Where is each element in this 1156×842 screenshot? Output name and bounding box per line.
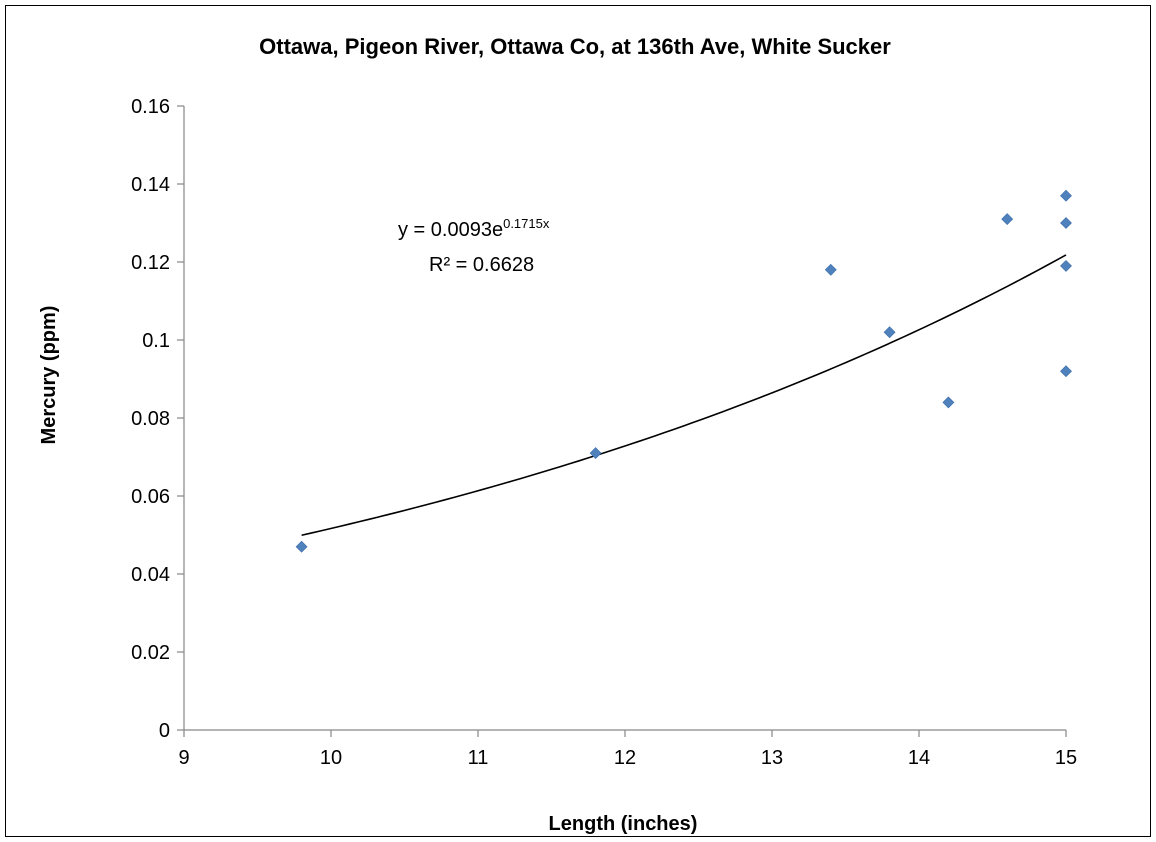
y-tick-label: 0.14 [131, 174, 170, 196]
data-point [1060, 217, 1072, 229]
y-tick-label: 0 [159, 720, 170, 742]
y-axis-title: Mercury (ppm) [38, 306, 60, 445]
equation-base: y = 0.0093e [398, 219, 503, 241]
chart-frame [5, 5, 1151, 837]
x-tick-label: 14 [908, 747, 930, 769]
x-tick-label: 10 [320, 747, 342, 769]
data-point [1001, 213, 1014, 226]
trendline [301, 254, 1067, 537]
y-tick-label: 0.08 [131, 408, 170, 430]
trendline-equation: y = 0.0093e0.1715x [398, 216, 550, 241]
chart-title: Ottawa, Pigeon River, Ottawa Co, at 136t… [259, 34, 891, 59]
x-tick-label: 15 [1055, 747, 1077, 769]
axes [183, 106, 1066, 731]
y-tick-label: 0.1 [142, 330, 170, 352]
x-tick-label: 13 [761, 747, 783, 769]
y-tick-label: 0.04 [131, 564, 170, 586]
y-tick-label: 0.02 [131, 642, 170, 664]
data-points [295, 189, 1072, 553]
y-tick-label: 0.06 [131, 486, 170, 508]
r-squared-label: R² = 0.6628 [429, 254, 534, 276]
data-point [295, 540, 308, 553]
data-point [883, 326, 896, 339]
x-tick-label: 11 [468, 747, 489, 769]
x-axis-title: Length (inches) [549, 813, 698, 835]
x-tick-label: 9 [178, 747, 189, 769]
data-point [942, 396, 955, 409]
y-tick-label: 0.16 [131, 96, 170, 118]
equation-exponent: 0.1715x [503, 216, 550, 231]
x-tick-label: 12 [614, 747, 636, 769]
y-tick-label: 0.12 [131, 252, 170, 274]
data-point [1060, 365, 1072, 378]
x-ticks: 9 10 11 12 13 14 15 [178, 730, 1077, 769]
data-point [824, 263, 837, 276]
data-point [589, 447, 602, 460]
data-point [1060, 259, 1072, 272]
data-point [1060, 189, 1072, 202]
y-ticks: 0 0.02 0.04 0.06 0.08 0.1 0.12 0.14 0.16 [131, 96, 184, 742]
